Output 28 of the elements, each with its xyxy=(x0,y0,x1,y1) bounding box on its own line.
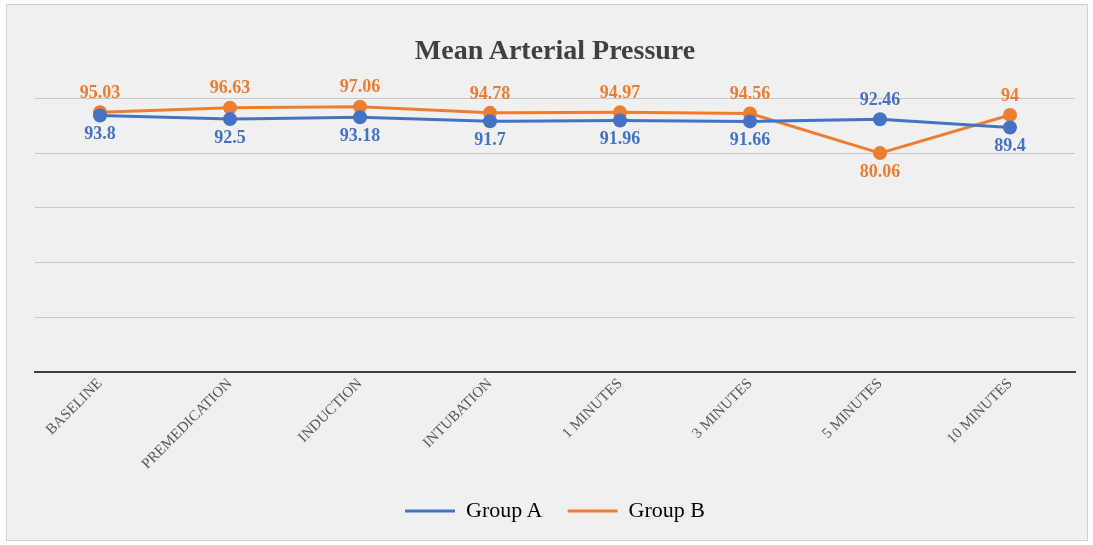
data-label: 93.8 xyxy=(84,123,116,144)
data-label: 92.5 xyxy=(214,126,246,147)
data-label: 94.97 xyxy=(599,82,641,102)
legend-label: Group B xyxy=(628,496,705,522)
point xyxy=(1003,107,1017,122)
point xyxy=(223,112,237,127)
data-label: 95.03 xyxy=(79,81,121,102)
data-label: 91.66 xyxy=(729,129,771,150)
data-label: 91.7 xyxy=(474,128,506,149)
data-label: 89.4 xyxy=(994,135,1026,156)
point xyxy=(873,112,887,127)
point xyxy=(873,146,887,161)
point xyxy=(483,114,497,129)
data-label: 93.18 xyxy=(339,124,381,145)
data-label: 91.96 xyxy=(599,128,641,149)
data-label: 80.06 xyxy=(859,160,901,181)
point xyxy=(743,114,757,129)
point xyxy=(353,110,367,125)
data-label: 92.46 xyxy=(859,88,901,109)
chart-title: Mean Arterial Pressure xyxy=(414,34,696,66)
data-label: 94 xyxy=(1001,84,1019,105)
data-label: 94.78 xyxy=(469,82,511,103)
point xyxy=(1003,120,1017,135)
point xyxy=(613,113,627,128)
data-label: 94.56 xyxy=(729,83,771,104)
legend-label: Group A xyxy=(466,496,543,522)
data-label: 97.06 xyxy=(339,76,381,97)
data-label: 96.63 xyxy=(209,77,251,98)
